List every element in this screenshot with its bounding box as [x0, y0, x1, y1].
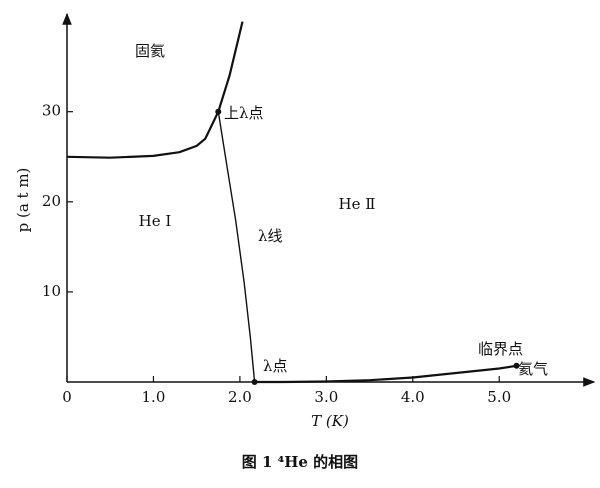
- annotation: He Ⅱ: [339, 195, 376, 213]
- phase-point: [215, 108, 222, 115]
- x-tick-label: 2.0: [228, 388, 252, 406]
- x-tick-label: 0: [62, 388, 72, 406]
- phase-point: [513, 362, 520, 369]
- annotation: 氦气: [518, 360, 548, 378]
- y-tick-label: 10: [42, 282, 61, 300]
- series-label: λ线: [258, 227, 283, 245]
- x-axis-label: T (K): [311, 412, 349, 430]
- annotation: 临界点: [478, 340, 523, 358]
- y-tick-label: 30: [42, 102, 61, 120]
- y-axis-label: p (a t m): [14, 168, 32, 233]
- annotation: 上λ点: [224, 104, 264, 122]
- phase-line: [254, 364, 517, 384]
- x-tick-label: 3.0: [314, 388, 338, 406]
- caption: 图 1 ⁴He 的相图: [242, 453, 358, 471]
- phase-line: [217, 111, 256, 383]
- phase-point: [251, 379, 258, 385]
- x-tick-label: 1.0: [142, 388, 166, 406]
- annotation: He Ⅰ: [139, 212, 172, 230]
- annotation: 固氦: [135, 42, 165, 60]
- x-tick-label: 4.0: [401, 388, 425, 406]
- y-tick-label: 20: [42, 192, 61, 210]
- phase-line: [66, 21, 244, 159]
- annotation: λ点: [263, 357, 288, 375]
- x-tick-label: 5.0: [487, 388, 511, 406]
